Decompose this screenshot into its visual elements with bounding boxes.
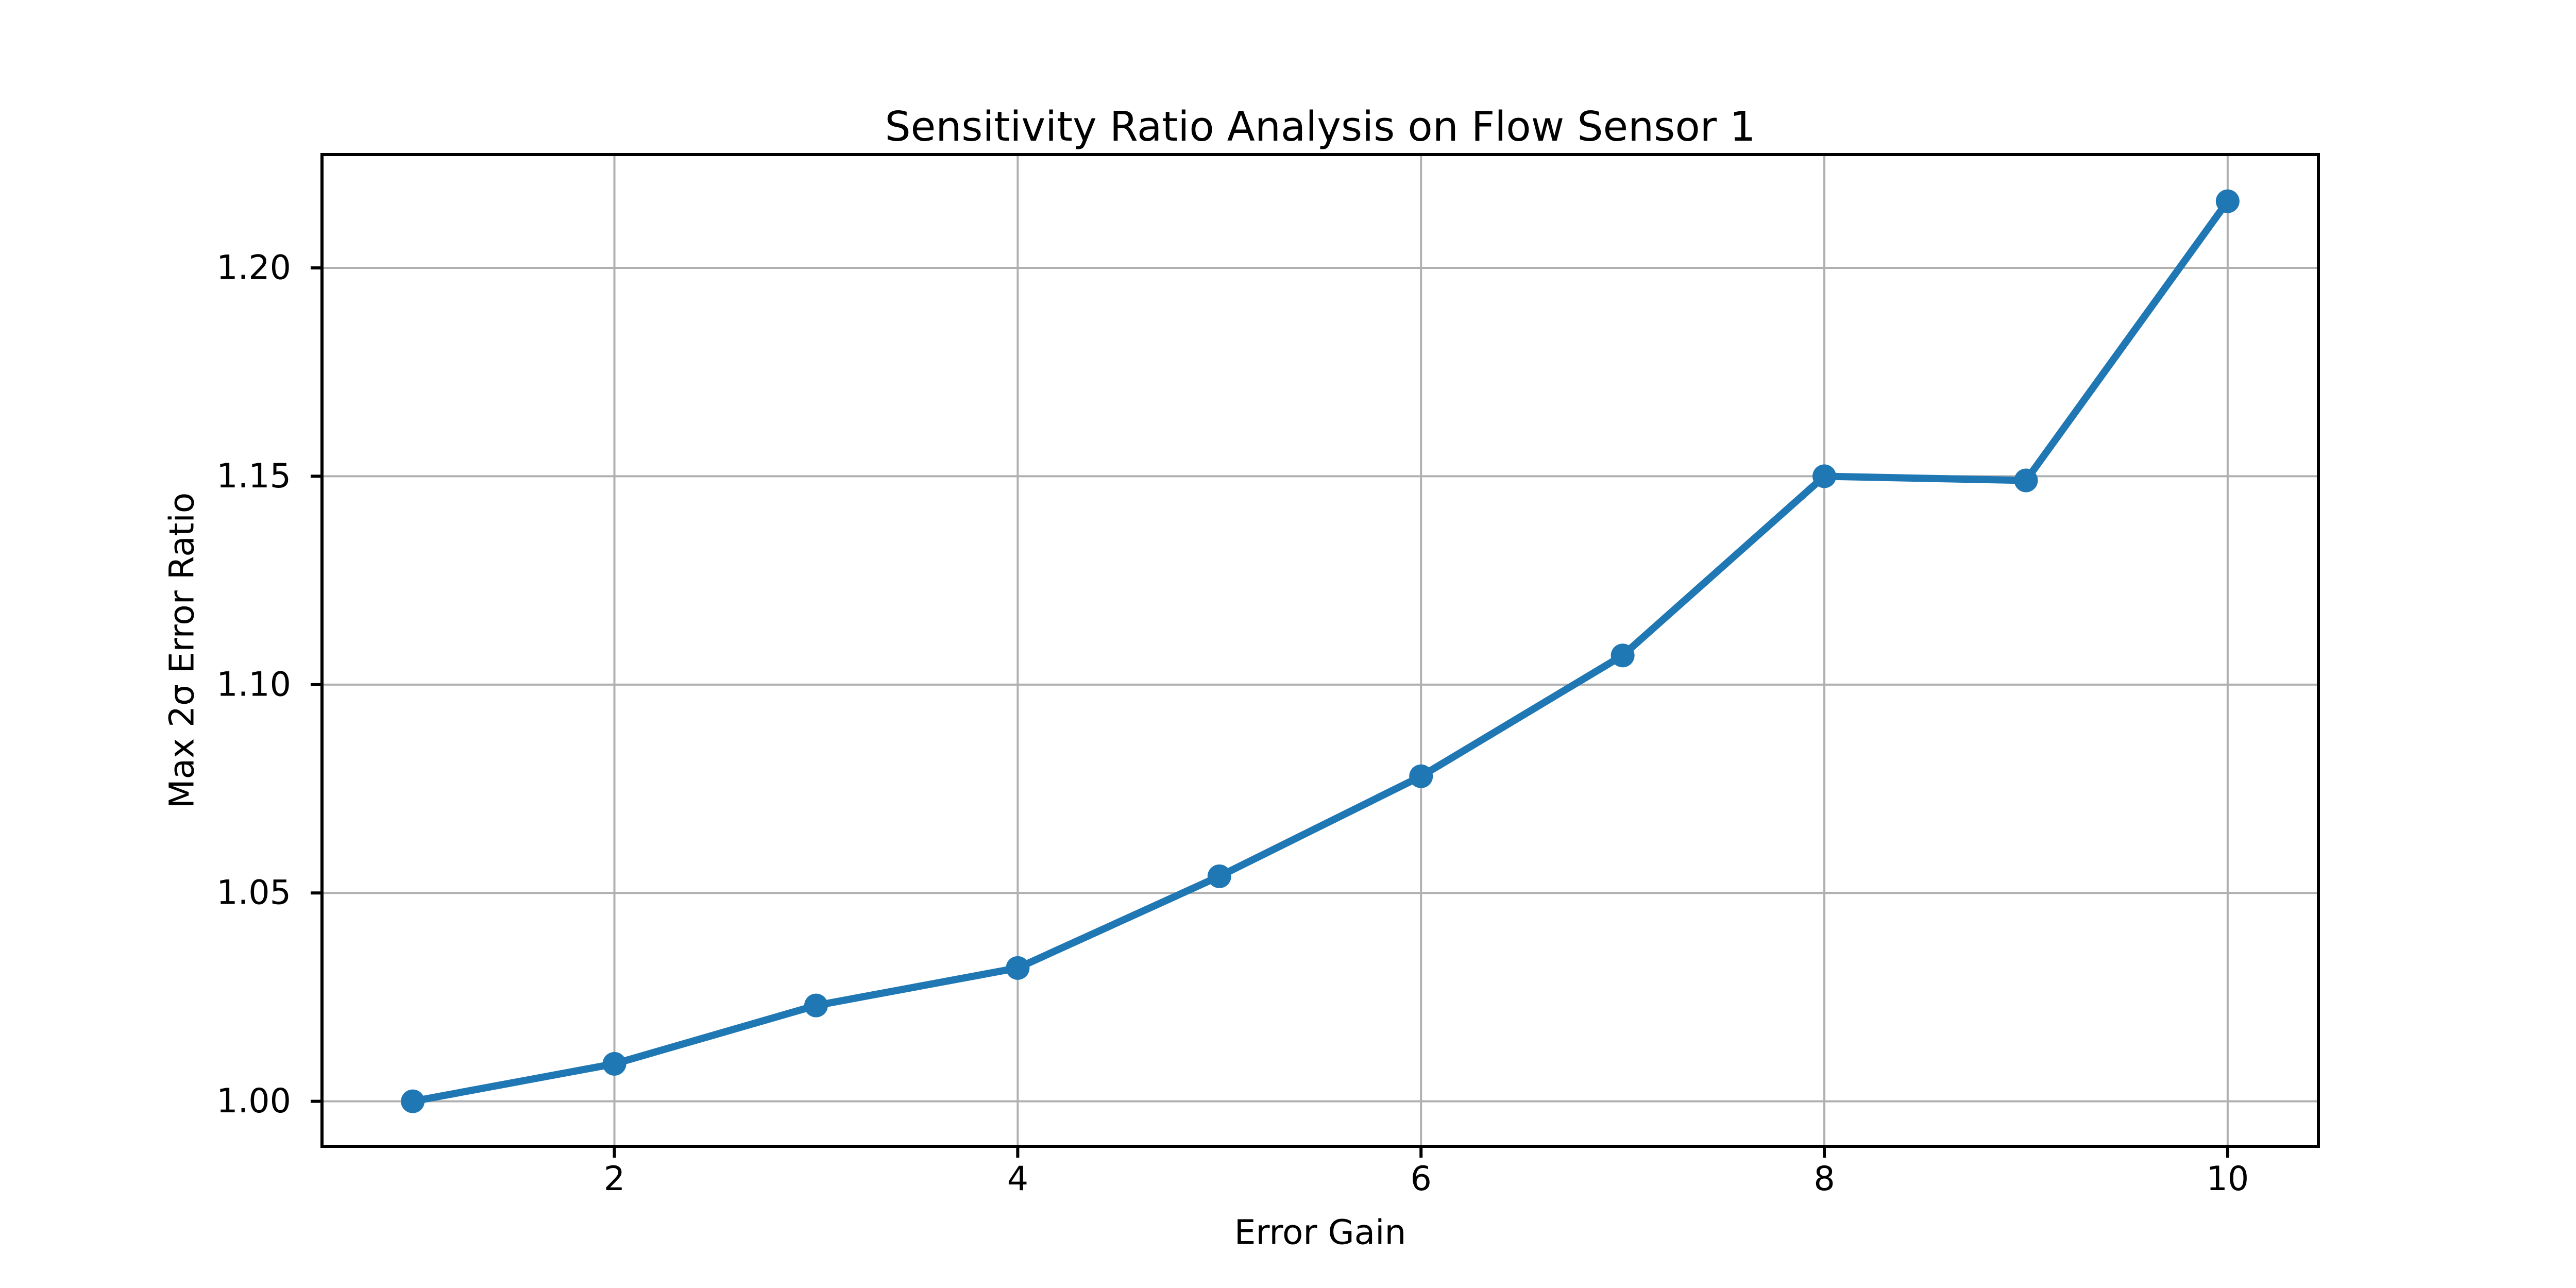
x-tick-label: 2 [604,1160,625,1198]
y-tick-label: 1.20 [216,249,291,287]
data-point-marker [1812,464,1837,488]
x-tick-label: 10 [2207,1160,2249,1198]
x-axis-label: Error Gain [1234,1213,1406,1252]
chart-title: Sensitivity Ratio Analysis on Flow Senso… [885,103,1755,150]
data-point-marker [1611,643,1635,668]
axis-layer [311,153,2320,1158]
x-tick-label: 6 [1411,1160,1432,1198]
data-point-marker [602,1052,626,1076]
data-point-marker [1207,864,1231,888]
grid-layer [322,155,2318,1146]
data-point-marker [804,993,828,1018]
series-line [412,199,2231,1105]
tick-label-layer: 2 4 6 8 10 1.00 1.05 1.10 1.15 1.20 [216,249,2249,1199]
plot-border [320,153,2320,1148]
y-axis-label: Max 2σ Error Ratio [162,493,202,809]
data-point-marker [2215,189,2240,213]
data-layer [401,189,2240,1113]
y-tick-label: 1.00 [216,1082,291,1121]
data-point-marker [401,1089,425,1113]
y-tick-label: 1.15 [216,457,291,496]
y-tick-label: 1.10 [216,665,291,704]
y-tick-label: 1.05 [216,874,291,912]
data-point-marker [2014,468,2038,493]
data-point-marker [1409,764,1433,788]
x-tick-label: 4 [1007,1160,1028,1198]
x-tick-label: 8 [1814,1160,1835,1198]
data-point-marker [1006,956,1030,980]
